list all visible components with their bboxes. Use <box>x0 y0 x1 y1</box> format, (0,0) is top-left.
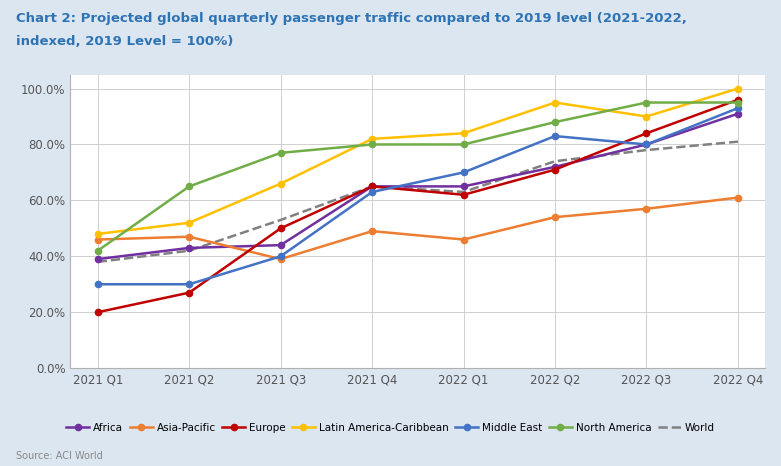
Europe <box>184 290 194 295</box>
World <box>93 259 102 265</box>
Text: indexed, 2019 Level = 100%): indexed, 2019 Level = 100%) <box>16 35 233 48</box>
Africa <box>733 111 743 116</box>
Africa <box>642 142 651 147</box>
World <box>276 217 285 223</box>
Text: Chart 2: Projected global quarterly passenger traffic compared to 2019 level (20: Chart 2: Projected global quarterly pass… <box>16 12 686 25</box>
Europe <box>642 130 651 136</box>
World <box>184 248 194 254</box>
Line: North America: North America <box>95 99 741 254</box>
Middle East <box>184 281 194 287</box>
Asia-Pacific <box>367 228 376 234</box>
Europe <box>93 309 102 315</box>
North America <box>93 248 102 254</box>
Middle East <box>642 142 651 147</box>
Europe <box>459 192 469 198</box>
Middle East <box>276 254 285 259</box>
Latin America-Caribbean <box>93 231 102 237</box>
Middle East <box>551 133 560 139</box>
Line: Africa: Africa <box>95 110 741 262</box>
Africa <box>184 245 194 251</box>
Europe <box>551 167 560 172</box>
Middle East <box>733 105 743 111</box>
Legend: Africa, Asia-Pacific, Europe, Latin America-Caribbean, Middle East, North Americ: Africa, Asia-Pacific, Europe, Latin Amer… <box>66 423 715 433</box>
Africa <box>93 256 102 262</box>
North America <box>367 142 376 147</box>
Africa <box>367 184 376 189</box>
Middle East <box>93 281 102 287</box>
North America <box>551 119 560 125</box>
North America <box>459 142 469 147</box>
Asia-Pacific <box>642 206 651 212</box>
Latin America-Caribbean <box>184 220 194 226</box>
World <box>367 184 376 189</box>
Europe <box>276 226 285 231</box>
Asia-Pacific <box>93 237 102 242</box>
North America <box>733 100 743 105</box>
Africa <box>276 242 285 248</box>
Latin America-Caribbean <box>367 136 376 142</box>
Europe <box>733 97 743 103</box>
North America <box>276 150 285 156</box>
Asia-Pacific <box>276 256 285 262</box>
Text: Source: ACI World: Source: ACI World <box>16 452 102 461</box>
Line: World: World <box>98 142 738 262</box>
Latin America-Caribbean <box>551 100 560 105</box>
North America <box>642 100 651 105</box>
Line: Middle East: Middle East <box>95 105 741 288</box>
World <box>459 189 469 195</box>
World <box>642 147 651 153</box>
Latin America-Caribbean <box>459 130 469 136</box>
Asia-Pacific <box>459 237 469 242</box>
Line: Europe: Europe <box>95 96 741 315</box>
Asia-Pacific <box>184 234 194 240</box>
Latin America-Caribbean <box>276 181 285 186</box>
Latin America-Caribbean <box>733 86 743 91</box>
Africa <box>551 164 560 170</box>
Africa <box>459 184 469 189</box>
Latin America-Caribbean <box>642 114 651 119</box>
Middle East <box>459 170 469 175</box>
Middle East <box>367 189 376 195</box>
North America <box>184 184 194 189</box>
Line: Latin America-Caribbean: Latin America-Caribbean <box>95 85 741 237</box>
World <box>733 139 743 144</box>
Asia-Pacific <box>733 195 743 200</box>
Asia-Pacific <box>551 214 560 220</box>
Line: Asia-Pacific: Asia-Pacific <box>95 194 741 262</box>
Europe <box>367 184 376 189</box>
World <box>551 158 560 164</box>
